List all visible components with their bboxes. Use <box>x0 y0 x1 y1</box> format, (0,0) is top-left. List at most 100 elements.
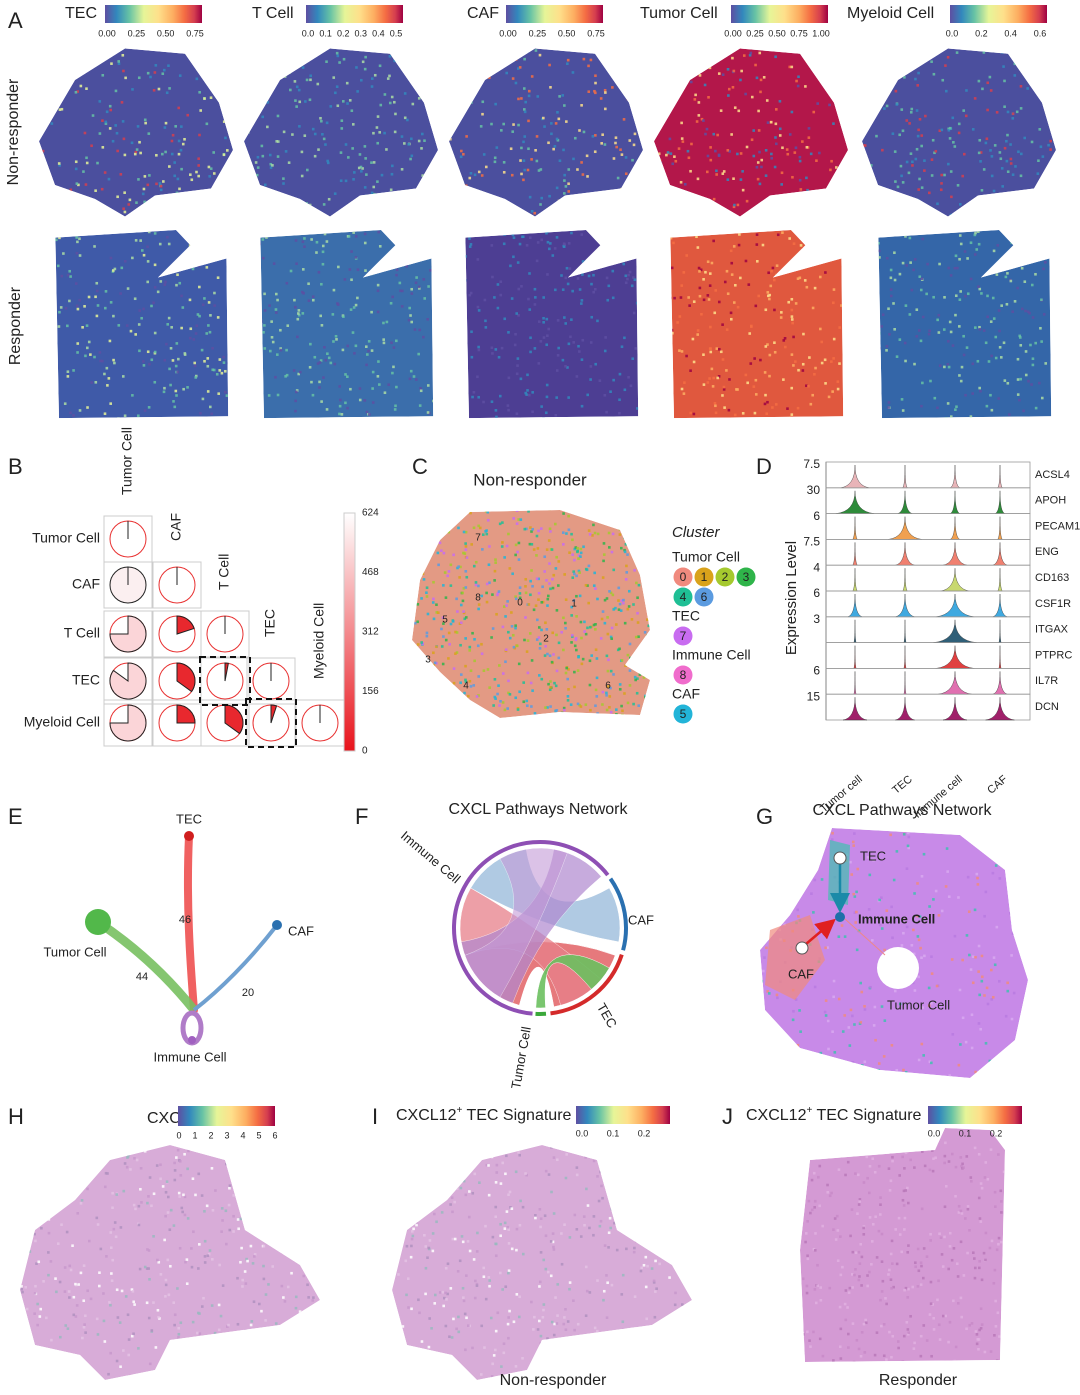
spot <box>372 371 375 374</box>
spot <box>218 218 221 221</box>
spot <box>596 1279 599 1282</box>
spot <box>776 994 779 997</box>
spot <box>377 375 380 378</box>
spot <box>974 1071 977 1074</box>
spot <box>467 706 470 709</box>
spot <box>229 398 232 401</box>
spot <box>998 309 1001 312</box>
spot <box>547 1271 550 1274</box>
spot <box>245 242 248 245</box>
spot <box>971 1013 974 1016</box>
spot <box>37 1260 40 1263</box>
spot <box>536 535 539 538</box>
spot <box>519 419 522 422</box>
spot <box>865 181 868 184</box>
spot <box>26 1158 29 1161</box>
spot <box>242 1215 245 1218</box>
spot <box>213 304 216 307</box>
spot <box>72 369 75 372</box>
spot <box>606 1316 609 1319</box>
spot <box>634 347 637 350</box>
spot <box>622 513 625 516</box>
spot <box>721 394 724 397</box>
spot <box>606 1281 609 1284</box>
spot <box>864 1060 867 1063</box>
spot <box>406 248 409 251</box>
spot <box>192 268 195 271</box>
gene-label: CSF1R <box>1035 598 1071 610</box>
spot <box>420 1362 423 1365</box>
spot <box>853 832 856 835</box>
spot <box>86 162 89 165</box>
spot <box>756 206 759 209</box>
spot <box>179 1247 182 1250</box>
spot <box>572 1299 575 1302</box>
spot <box>276 222 279 225</box>
spot <box>799 156 802 159</box>
spot <box>102 146 105 149</box>
spot <box>854 1172 857 1175</box>
spot <box>955 294 958 297</box>
spot <box>662 1253 665 1256</box>
spot <box>959 989 962 992</box>
colorbar <box>105 5 202 23</box>
spot <box>536 638 539 641</box>
spot <box>410 321 413 324</box>
spot <box>151 1329 154 1332</box>
spot <box>734 414 737 417</box>
spot <box>491 276 494 279</box>
spot <box>758 151 761 154</box>
tissue-map <box>650 230 852 423</box>
spot <box>298 1216 301 1219</box>
spot <box>272 190 275 193</box>
spot <box>296 336 299 339</box>
spot <box>872 390 875 393</box>
spot <box>249 1381 252 1384</box>
spot <box>526 650 529 653</box>
spot <box>653 617 656 620</box>
spot <box>759 183 762 186</box>
spot <box>634 679 637 682</box>
spot <box>218 1350 221 1353</box>
spot <box>507 1228 510 1231</box>
spot <box>395 386 398 389</box>
spot <box>236 1357 239 1360</box>
spot <box>919 947 922 950</box>
spot <box>305 202 308 205</box>
spot <box>463 1300 466 1303</box>
spot <box>531 410 534 413</box>
spot <box>653 524 656 527</box>
spot <box>78 299 81 302</box>
spot <box>249 94 252 97</box>
spot <box>989 76 992 79</box>
spot <box>616 1249 619 1252</box>
spot <box>666 1333 669 1336</box>
spot <box>931 174 934 177</box>
spot <box>455 1379 458 1382</box>
spot <box>295 105 298 108</box>
spot <box>863 1005 866 1008</box>
spot <box>284 1300 287 1303</box>
spot <box>243 375 246 378</box>
spot <box>1001 51 1004 54</box>
spot <box>433 118 436 121</box>
spot <box>226 249 229 252</box>
spot <box>848 132 851 135</box>
spot <box>807 385 810 388</box>
spot <box>702 278 705 281</box>
spot <box>133 1303 136 1306</box>
spot <box>144 119 147 122</box>
spot <box>474 47 477 50</box>
edge-weight: 20 <box>242 987 254 999</box>
spot <box>109 402 112 405</box>
spot <box>438 683 441 686</box>
spot <box>192 1177 195 1180</box>
spot <box>371 349 374 352</box>
spot <box>974 326 977 329</box>
spot <box>596 712 599 715</box>
spot <box>888 401 891 404</box>
spot <box>439 83 442 86</box>
spot <box>821 836 824 839</box>
spot <box>737 110 740 113</box>
spot <box>868 908 871 911</box>
